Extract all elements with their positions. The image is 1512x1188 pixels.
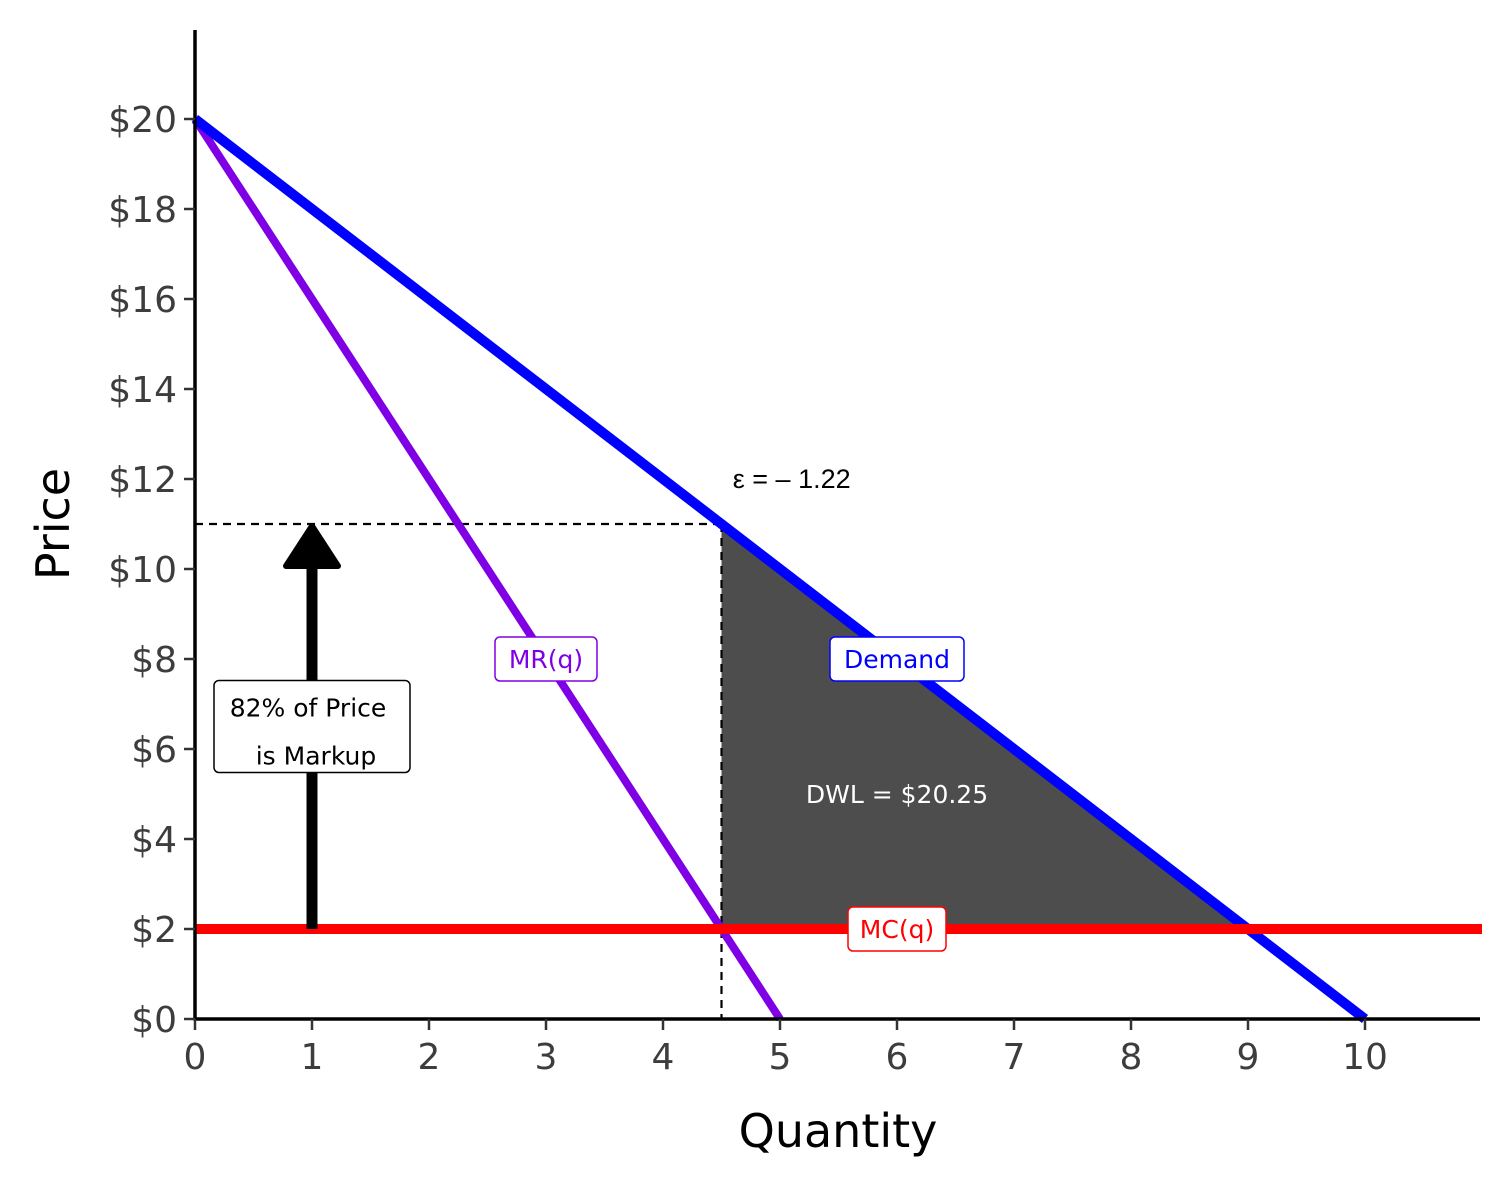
dwl-label: DWL = $20.25 [806, 780, 988, 809]
mc-label-box [847, 906, 947, 952]
mr-line [191, 116, 784, 1022]
x-tick-label: 10 [1342, 1037, 1388, 1078]
y-tick-label: $6 [131, 730, 177, 771]
guide-lines [195, 522, 723, 1019]
elasticity-label: ε = – 1.22 [733, 464, 851, 494]
mc-label-text: MC(q) [860, 915, 934, 944]
x-tick-label: 6 [886, 1037, 909, 1078]
y-tick-label: $4 [131, 820, 177, 861]
x-tick-label: 2 [418, 1037, 441, 1078]
markup-arrow-head [283, 523, 341, 569]
y-tick-label: $10 [108, 550, 177, 591]
x-tick-label: 1 [301, 1037, 324, 1078]
y-tick-label: $14 [108, 370, 177, 411]
demand-label-text: Demand [844, 645, 950, 674]
x-tick-label: 9 [1237, 1037, 1260, 1078]
y-axis-title: Price [26, 468, 80, 580]
demand-line [191, 115, 1369, 1023]
y-tick-label: $0 [131, 1000, 177, 1041]
y-tick-label: $16 [108, 280, 177, 321]
y-tick-label: $8 [131, 640, 177, 681]
y-tick-label: $2 [131, 910, 177, 951]
y-tick-label: $12 [108, 460, 177, 501]
mr-label-text: MR(q) [509, 645, 583, 674]
mr-label-box [494, 636, 598, 682]
demand-label-box [829, 636, 965, 682]
markup-label-box [213, 679, 411, 774]
x-tick-label: 3 [535, 1037, 558, 1078]
x-tick-label: 7 [1003, 1037, 1026, 1078]
series-layer [191, 115, 1482, 1023]
axes: 0 1 2 3 4 5 6 7 8 9 10 $0 $2 $4 $6 $8 $10 $12 $14 $16 $18 $20 [108, 30, 1480, 1078]
markup-label-line1: 82% of Price [230, 694, 387, 723]
y-tick-label: $20 [108, 100, 177, 141]
x-tick-label: 5 [769, 1037, 792, 1078]
x-axis-title: Quantity [739, 1104, 938, 1158]
curve-labels: Demand MR(q) MC(q) 82% of Price is Markup DWL… [213, 464, 988, 952]
x-tick-label: 0 [184, 1037, 207, 1078]
markup-label-line2: is Markup [256, 742, 377, 771]
x-tick-label: 4 [652, 1037, 675, 1078]
x-tick-label: 8 [1120, 1037, 1143, 1078]
y-tick-label: $18 [108, 190, 177, 231]
